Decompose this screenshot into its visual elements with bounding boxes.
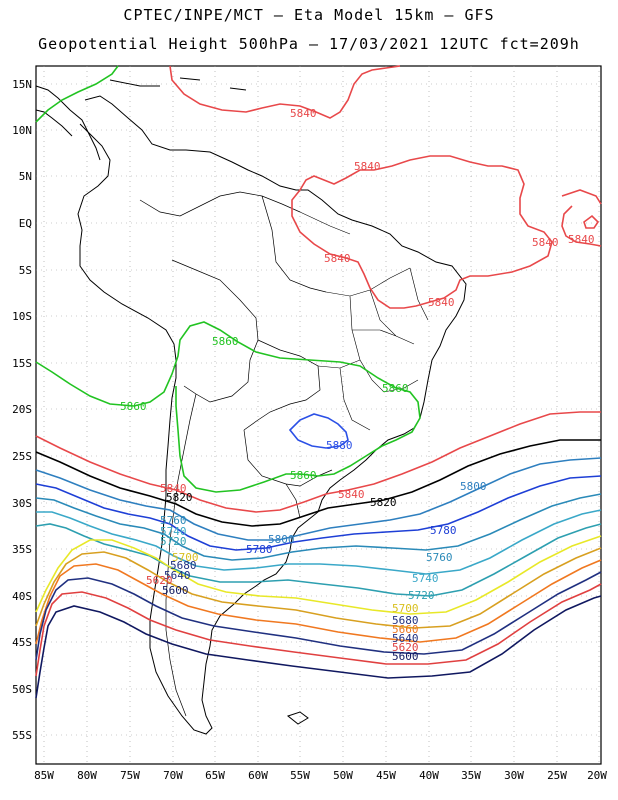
south-america-coastline [77, 95, 467, 735]
caribbean-islands [109, 77, 247, 91]
contour-label-5880: 5880 [326, 439, 353, 452]
contour-5840 [35, 411, 601, 513]
lat-label: 50S [12, 683, 32, 696]
contour-5820 [35, 439, 601, 527]
lon-label: 40W [419, 769, 439, 782]
contour-5860 [35, 321, 421, 493]
contour-label-5800: 5800 [460, 480, 487, 493]
contour-label-5760: 5760 [160, 514, 187, 527]
lat-label: 40S [12, 590, 32, 603]
contour-label-5840: 5840 [428, 296, 455, 309]
contour-5880 [288, 413, 349, 449]
contour-5700 [35, 535, 602, 615]
lat-label: 55S [12, 729, 32, 742]
contour-label-5860: 5860 [382, 382, 409, 395]
lat-label: EQ [19, 217, 32, 230]
contour-5840 [169, 65, 401, 119]
lat-label: 35S [12, 543, 32, 556]
contour-label-5600: 5600 [162, 584, 189, 597]
contour-label-5740: 5740 [412, 572, 439, 585]
contour-5680 [35, 547, 602, 629]
coastlines [35, 77, 467, 735]
map-title: CPTEC/INPE/MCT – Eta Model 15km – GFS [123, 6, 495, 24]
contour-label-5840: 5840 [532, 236, 559, 249]
contour-label-5660: 5660 [392, 623, 419, 636]
contour-label-5620: 5620 [146, 574, 173, 587]
lon-label: 50W [333, 769, 353, 782]
falklands [286, 711, 309, 725]
contour-label-5840: 5840 [354, 160, 381, 173]
map-subtitle: Geopotential Height 500hPa – 17/03/2021 … [38, 35, 580, 53]
contour-5740 [36, 509, 602, 575]
contour-label-5740: 5740 [160, 525, 187, 538]
state-borders [299, 211, 429, 431]
lat-label: 45S [12, 636, 32, 649]
contour-label-5840: 5840 [568, 233, 595, 246]
central-america-coastline [35, 85, 101, 161]
contour-label-5720: 5720 [408, 589, 435, 602]
lat-label: 20S [12, 403, 32, 416]
contour-label-5820: 5820 [166, 491, 193, 504]
lon-label: 70W [163, 769, 183, 782]
contour-label-5680: 5680 [170, 559, 197, 572]
lon-label: 25W [547, 769, 567, 782]
contour-label-5620: 5620 [392, 641, 419, 654]
contour-5840 [561, 189, 602, 247]
contour-label-5720: 5720 [160, 535, 187, 548]
contour-label-5860: 5860 [290, 469, 317, 482]
contour-5840 [291, 155, 553, 309]
contour-label-5680: 5680 [392, 614, 419, 627]
contour-label-5780: 5780 [246, 543, 273, 556]
lat-label: 15S [12, 357, 32, 370]
longitude-labels: 85W 80W 75W 70W 65W 60W 55W 50W 45W 40W … [34, 769, 607, 782]
contour-label-5780: 5780 [430, 524, 457, 537]
lon-label: 45W [376, 769, 396, 782]
contour-5860 [35, 65, 119, 123]
contour-label-5800: 5800 [268, 533, 295, 546]
lat-label: 30S [12, 497, 32, 510]
lon-label: 80W [77, 769, 97, 782]
contour-label-5840: 5840 [324, 252, 351, 265]
lat-label: 5S [19, 264, 32, 277]
contour-5800 [35, 457, 602, 541]
contour-label-5860: 5860 [120, 400, 147, 413]
lon-label: 65W [205, 769, 225, 782]
lat-label: 10S [12, 310, 32, 323]
lon-label: 55W [290, 769, 310, 782]
contour-label-5820: 5820 [370, 496, 397, 509]
lat-label: 5N [19, 170, 32, 183]
lat-label: 25S [12, 450, 32, 463]
contour-labels: 5840 5840 5840 5840 5840 5840 5840 5840 … [120, 107, 595, 663]
contour-label-5840: 5840 [290, 107, 317, 120]
contour-5780 [35, 475, 602, 551]
contour-label-5840: 5840 [338, 488, 365, 501]
lon-label: 35W [461, 769, 481, 782]
contour-label-5840: 5840 [160, 482, 187, 495]
contour-label-5700: 5700 [392, 602, 419, 615]
lat-label: 15N [12, 78, 32, 91]
height-contours [35, 65, 602, 699]
contour-label-5760: 5760 [426, 551, 453, 564]
contour-label-5640: 5640 [392, 632, 419, 645]
lon-label: 30W [504, 769, 524, 782]
lon-label: 85W [34, 769, 54, 782]
contour-5600 [35, 595, 602, 699]
contour-5760 [35, 493, 602, 561]
lon-label: 20W [587, 769, 607, 782]
latitude-labels: 15N 10N 5N EQ 5S 10S 15S 20S 25S 30S 35S… [12, 78, 32, 742]
lat-label: 10N [12, 124, 32, 137]
contour-5660 [35, 559, 602, 645]
contour-label-5860: 5860 [212, 335, 239, 348]
lon-label: 75W [120, 769, 140, 782]
lon-label: 60W [248, 769, 268, 782]
contour-label-5700: 5700 [172, 551, 199, 564]
contour-5620 [35, 583, 602, 677]
contour-5640 [35, 571, 602, 661]
contour-label-5600: 5600 [392, 650, 419, 663]
contour-label-5640: 5640 [164, 569, 191, 582]
